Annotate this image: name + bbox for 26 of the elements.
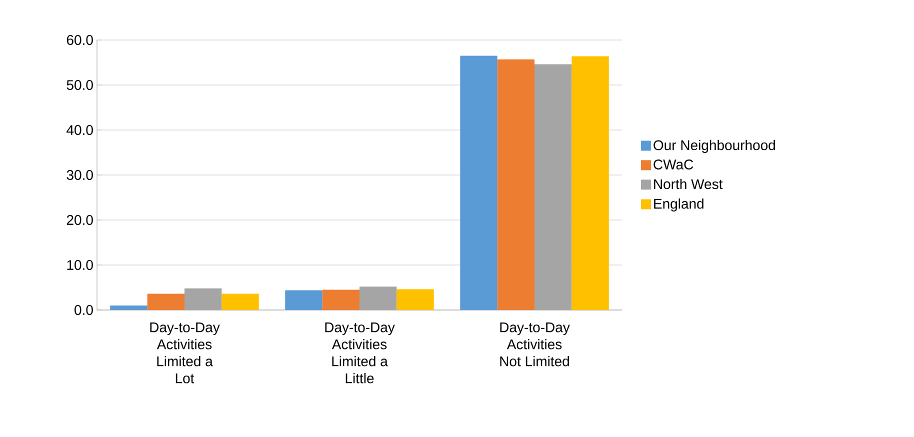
y-tick-label: 10.0 <box>67 260 93 270</box>
bar <box>359 286 397 310</box>
legend-label: Our Neighbourhood <box>654 140 775 153</box>
bar <box>285 290 322 310</box>
legend-label: CWaC <box>654 160 694 170</box>
bar <box>222 294 259 310</box>
bar <box>147 294 185 310</box>
bar <box>572 56 609 310</box>
legend-label: England <box>654 198 704 212</box>
bar <box>322 290 360 310</box>
y-tick-label: 30.0 <box>66 170 93 180</box>
y-tick-label: 60.0 <box>66 35 93 45</box>
y-tick-label: 40.0 <box>66 125 93 135</box>
bar <box>110 306 148 310</box>
x-tick-label: Day-to-Day Activities Not Limited <box>500 322 570 366</box>
x-tick-label: Day-to-Day Activities Limited a Little <box>325 322 395 384</box>
y-tick-label: 0.0 <box>74 305 93 315</box>
bar <box>460 56 498 310</box>
bar <box>396 289 434 310</box>
y-tick-label: 50.0 <box>66 80 93 90</box>
bar <box>184 288 222 310</box>
bar <box>534 64 572 310</box>
bar <box>497 59 535 310</box>
legend-label: North West <box>654 178 723 190</box>
x-tick-label: Day-to-Day Activities Limited a Lot <box>150 322 220 384</box>
y-tick-label: 20.0 <box>66 215 93 225</box>
